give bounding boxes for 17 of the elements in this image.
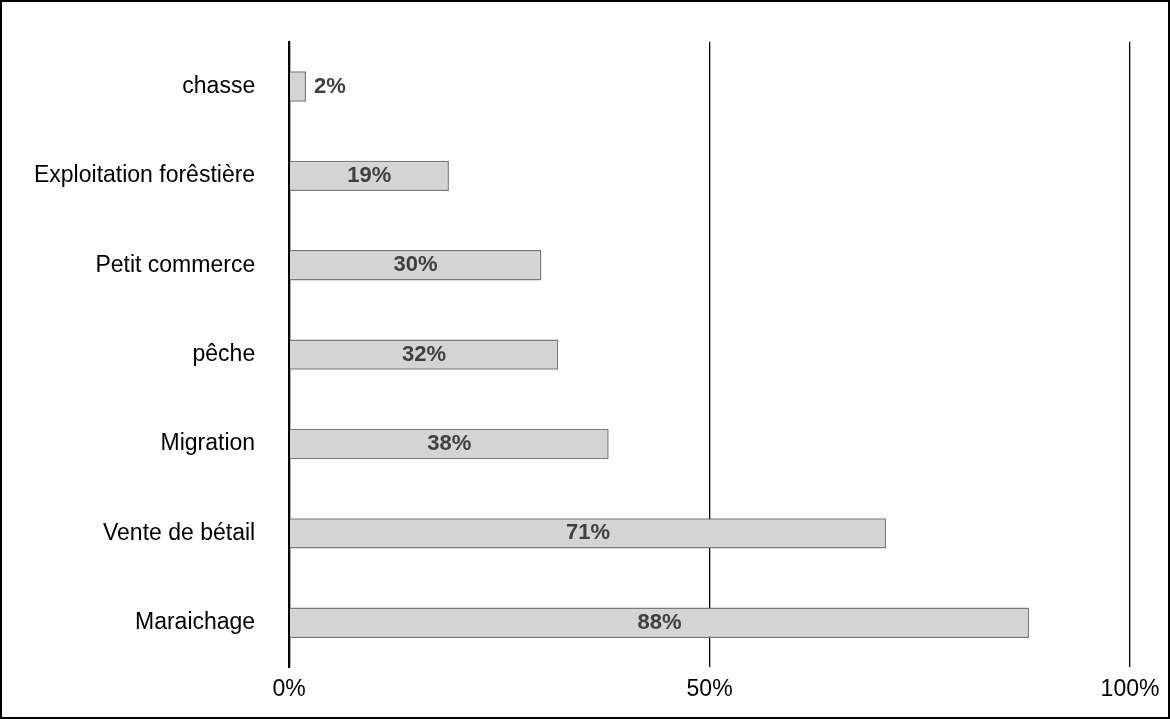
x-tick-label: 100% <box>1100 674 1160 701</box>
data-label: 2% <box>313 72 346 98</box>
y-tick-label: Exploitation forêstière <box>33 161 256 188</box>
data-label: 30% <box>393 251 438 277</box>
data-label: 19% <box>347 161 392 187</box>
y-tick-label: Maraichage <box>134 608 256 635</box>
y-tick-label: Migration <box>160 429 256 456</box>
y-tick-label: chasse <box>182 71 256 98</box>
y-tick-label: Vente de bétail <box>102 518 256 545</box>
y-tick-label: pêche <box>192 339 256 366</box>
data-label: 32% <box>402 340 447 366</box>
y-tick-label: Petit commerce <box>95 250 256 277</box>
data-label: 88% <box>637 608 682 634</box>
x-tick-label: 0% <box>272 674 306 701</box>
data-label: 71% <box>565 519 611 545</box>
x-tick-label: 50% <box>686 674 733 701</box>
data-label: 38% <box>427 430 472 456</box>
